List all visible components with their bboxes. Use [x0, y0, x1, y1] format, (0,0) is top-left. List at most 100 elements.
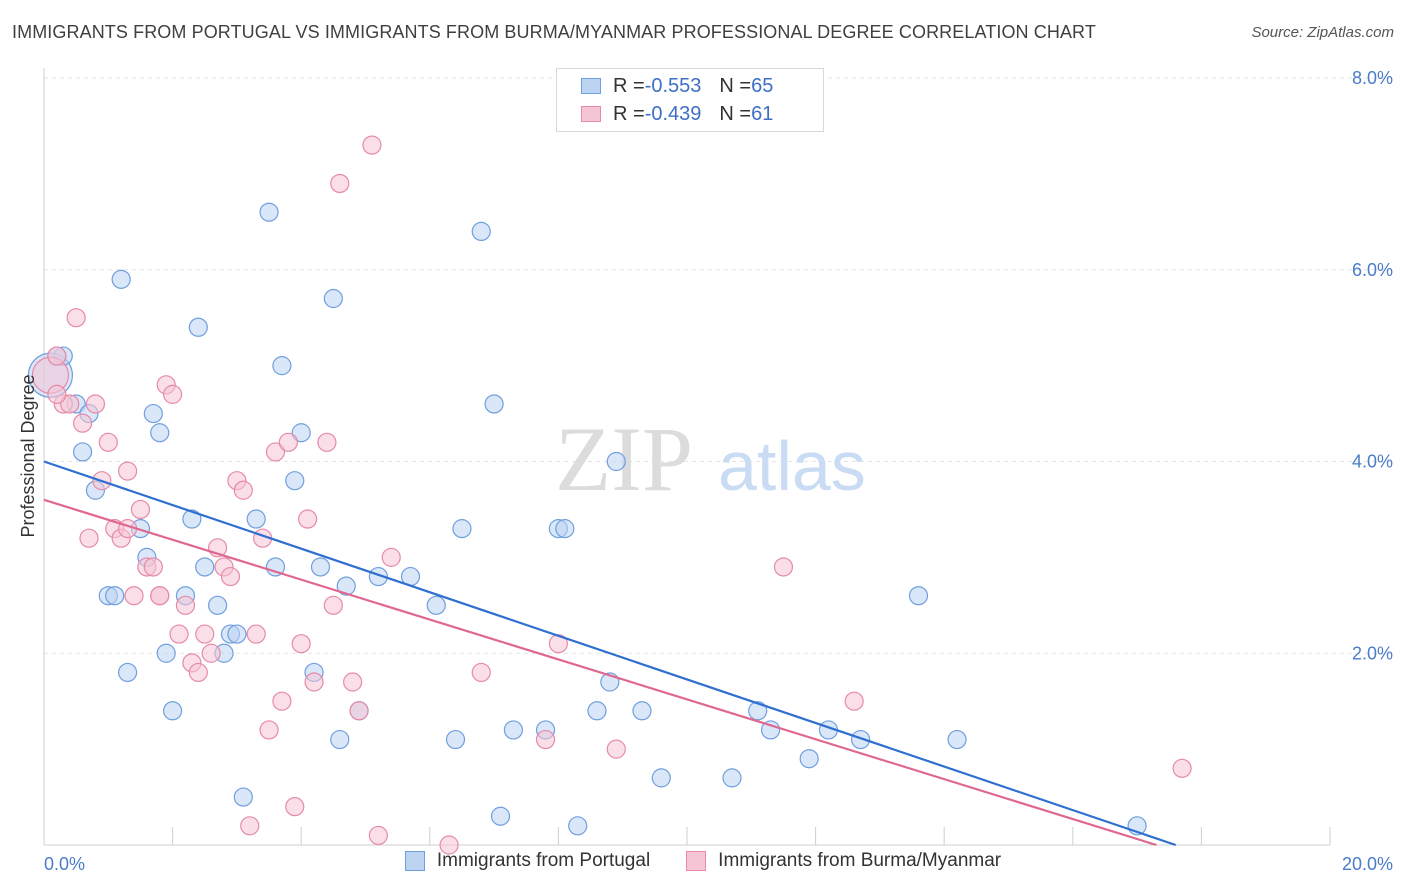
r-value-burma: -0.439 [644, 102, 702, 125]
portugal-point [188, 317, 208, 337]
burma-point [246, 624, 266, 644]
portugal-point [291, 423, 311, 443]
burma-point [72, 413, 93, 433]
x-tick-label: 0.0% [44, 854, 85, 874]
r-label: R = [613, 102, 645, 125]
burma-point [535, 729, 556, 750]
portugal-point [748, 701, 768, 721]
legend-label-burma: Immigrants from Burma/Myanmar [718, 850, 1002, 871]
portugal-point [208, 595, 228, 615]
burma-swatch [581, 106, 601, 122]
portugal-point [156, 643, 176, 663]
burma-point [349, 701, 369, 721]
portugal-point [426, 595, 446, 615]
portugal-point [272, 356, 292, 376]
portugal-point [182, 509, 202, 529]
portugal-point [851, 729, 871, 750]
burma-point [47, 346, 67, 366]
legend-item-burma[interactable]: Immigrants from Burma/Myanmar [686, 850, 1001, 872]
burma-point [163, 384, 183, 404]
burma-point [201, 643, 221, 663]
burma-point [143, 557, 163, 577]
n-label: N = [719, 74, 752, 97]
burma-point [381, 547, 401, 567]
burma-point [330, 173, 350, 194]
burma-point [220, 566, 241, 587]
burma-point [285, 797, 305, 817]
burma-point [117, 461, 138, 481]
n-value-burma: 61 [751, 102, 774, 125]
chart-title: IMMIGRANTS FROM PORTUGAL VS IMMIGRANTS F… [12, 22, 1096, 42]
portugal-point [233, 787, 253, 807]
burma-legend-swatch [686, 851, 707, 871]
portugal-point [908, 586, 929, 606]
burma-point [606, 739, 626, 759]
legend-label-portugal: Immigrants from Portugal [436, 850, 651, 871]
grid-lines [44, 77, 1392, 654]
burma-point [298, 509, 318, 529]
portugal-point [259, 202, 279, 222]
portugal-point [285, 471, 305, 491]
burma-point [265, 442, 286, 462]
portugal-point [227, 624, 247, 644]
burma-point [773, 557, 794, 577]
portugal-point [452, 519, 472, 539]
source-label: Source: ZipAtlas.com [1251, 24, 1394, 41]
burma-point [439, 835, 459, 855]
portugal-point [555, 519, 575, 539]
r-value-portugal: -0.553 [644, 74, 702, 97]
burma-point [79, 528, 99, 548]
portugal-point [336, 576, 356, 596]
burma-point [278, 432, 298, 452]
burma-point [188, 662, 208, 683]
burma-point [471, 662, 491, 683]
y-tick-label: 2.0% [1352, 643, 1393, 663]
burma-point [259, 720, 279, 740]
portugal-swatch [581, 78, 601, 94]
legend-row-portugal: R = -0.553 N = 65 [581, 73, 773, 99]
burma-point [47, 384, 67, 404]
portugal-point [330, 729, 350, 750]
data-points [27, 135, 1192, 855]
burma-point [1172, 758, 1192, 778]
portugal-point [484, 394, 504, 414]
burma-point [362, 135, 382, 155]
burma-point [60, 394, 80, 414]
portugal-point [947, 729, 967, 750]
burma-point [98, 432, 118, 452]
portugal-legend-swatch [404, 851, 425, 871]
burma-point [233, 480, 253, 500]
portugal-point [310, 557, 331, 577]
burma-point [150, 586, 170, 606]
portugal-point [105, 586, 125, 606]
burma-point [317, 432, 337, 452]
portugal-point [490, 806, 511, 826]
portugal-point [143, 403, 163, 424]
portugal-point [246, 509, 266, 529]
burma-point [844, 691, 864, 711]
axes [43, 68, 1331, 846]
burma-point [124, 586, 144, 606]
y-axis-title: Professional Degree [18, 374, 38, 537]
burma-point [368, 825, 388, 846]
portugal-point [195, 557, 215, 577]
portugal-point [760, 720, 781, 740]
n-value-portugal: 65 [751, 74, 774, 97]
portugal-point [117, 662, 138, 683]
portugal-point [587, 701, 607, 721]
burma-point [291, 634, 311, 654]
trend-lines [43, 460, 1177, 847]
y-tick-label: 4.0% [1352, 452, 1393, 472]
portugal-point [323, 288, 343, 309]
legend-item-portugal[interactable]: Immigrants from Portugal [404, 850, 651, 872]
portugal-trend-line [43, 460, 1177, 847]
burma-point [240, 816, 260, 836]
burma-point [195, 624, 215, 644]
portugal-point [111, 269, 131, 289]
n-label: N = [719, 102, 752, 125]
watermark-atlas: atlas [718, 427, 866, 505]
y-tick-label: 8.0% [1352, 68, 1393, 88]
portugal-point [445, 729, 466, 750]
legend-row-burma: R = -0.439 N = 61 [581, 101, 773, 127]
